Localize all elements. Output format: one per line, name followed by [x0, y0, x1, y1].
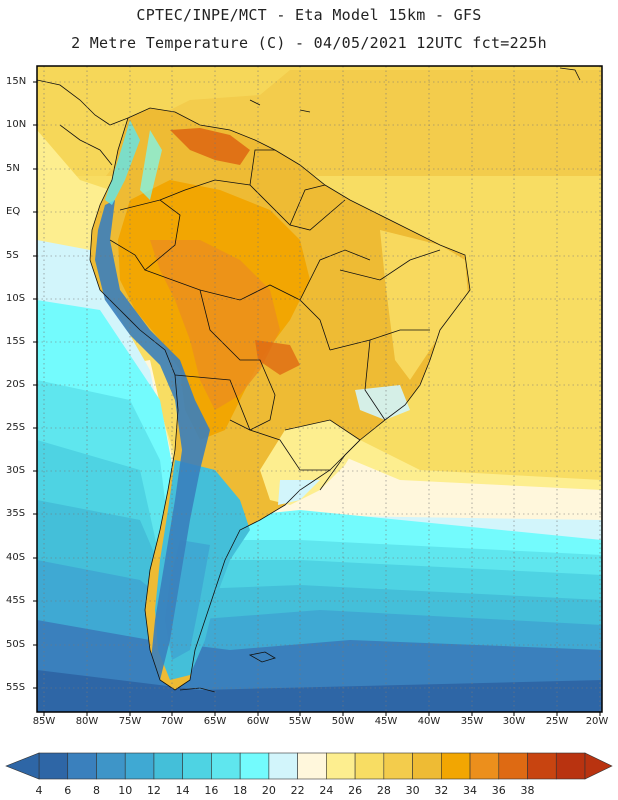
lat-label: 10N	[6, 119, 27, 130]
colorbar-label: 34	[463, 784, 478, 797]
colorbar-cell	[153, 752, 183, 780]
colorbar-label: 10	[118, 784, 133, 797]
lon-label: 80W	[75, 716, 99, 727]
colorbar-label: 24	[319, 784, 334, 797]
colorbar-label: 30	[405, 784, 420, 797]
colorbar-cell	[67, 752, 97, 780]
lon-label: 65W	[203, 716, 227, 727]
colorbar-cell	[555, 752, 586, 780]
colorbar-cell	[354, 752, 385, 780]
colorbar-cell	[297, 752, 327, 780]
lon-label: 70W	[160, 716, 184, 727]
lon-label: 25W	[545, 716, 569, 727]
colorbar-cell	[441, 752, 471, 780]
colorbar-cell	[96, 752, 126, 780]
colorbar-cell	[527, 752, 557, 780]
colorbar-label: 32	[434, 784, 449, 797]
lon-label: 30W	[502, 716, 526, 727]
colorbar-cell	[124, 752, 155, 780]
colorbar-label: 36	[491, 784, 506, 797]
colorbar-label: 22	[290, 784, 305, 797]
lat-label: 45S	[6, 595, 26, 606]
colorbar-label: 26	[348, 784, 363, 797]
colorbar-label: 18	[233, 784, 248, 797]
colorbar-cell	[326, 752, 356, 780]
colorbar-cell	[268, 752, 298, 780]
colorbar-cell	[469, 752, 500, 780]
map-frame	[36, 65, 603, 713]
colorbar-cell	[239, 752, 270, 780]
lat-label: 10S	[6, 293, 26, 304]
colorbar-high-arrow	[584, 752, 613, 780]
colorbar-cell	[211, 752, 241, 780]
colorbar-low-arrow	[5, 752, 40, 780]
colorbar-label: 12	[146, 784, 161, 797]
lat-label: EQ	[6, 206, 21, 217]
lat-label: 15N	[6, 76, 27, 87]
lon-label: 40W	[417, 716, 441, 727]
colorbar-label: 8	[92, 784, 100, 797]
lon-label: 75W	[118, 716, 142, 727]
lat-label: 30S	[6, 465, 26, 476]
lon-label: 50W	[331, 716, 355, 727]
lat-label: 5N	[6, 163, 20, 174]
lat-label: 20S	[6, 379, 26, 390]
lon-label: 45W	[374, 716, 398, 727]
colorbar-cell	[38, 752, 69, 780]
lon-label: 55W	[288, 716, 312, 727]
lon-label: 20W	[585, 716, 609, 727]
colorbar-label: 38	[520, 784, 535, 797]
lat-label: 5S	[6, 250, 19, 261]
lat-label: 25S	[6, 422, 26, 433]
colorbar-cell	[383, 752, 413, 780]
colorbar-label: 16	[204, 784, 219, 797]
colorbar-label: 20	[261, 784, 276, 797]
lat-label: 40S	[6, 552, 26, 563]
map-title-line1: CPTEC/INPE/MCT - Eta Model 15km - GFS	[136, 6, 482, 24]
colorbar-cell	[412, 752, 442, 780]
colorbar-label: 4	[35, 784, 43, 797]
colorbar-label: 28	[376, 784, 391, 797]
lat-label: 55S	[6, 682, 26, 693]
lat-label: 15S	[6, 336, 26, 347]
colorbar-cell	[182, 752, 212, 780]
colorbar-cell	[498, 752, 528, 780]
andes-cold-ridge	[95, 200, 210, 680]
map-title-line2: 2 Metre Temperature (C) - 04/05/2021 12U…	[71, 34, 547, 52]
lat-label: 35S	[6, 508, 26, 519]
country-borders	[89, 107, 471, 691]
colorbar-label: 6	[64, 784, 72, 797]
colorbar-label: 14	[175, 784, 190, 797]
lon-label: 60W	[246, 716, 270, 727]
lon-label: 85W	[32, 716, 56, 727]
lon-label: 35W	[460, 716, 484, 727]
lat-label: 50S	[6, 639, 26, 650]
